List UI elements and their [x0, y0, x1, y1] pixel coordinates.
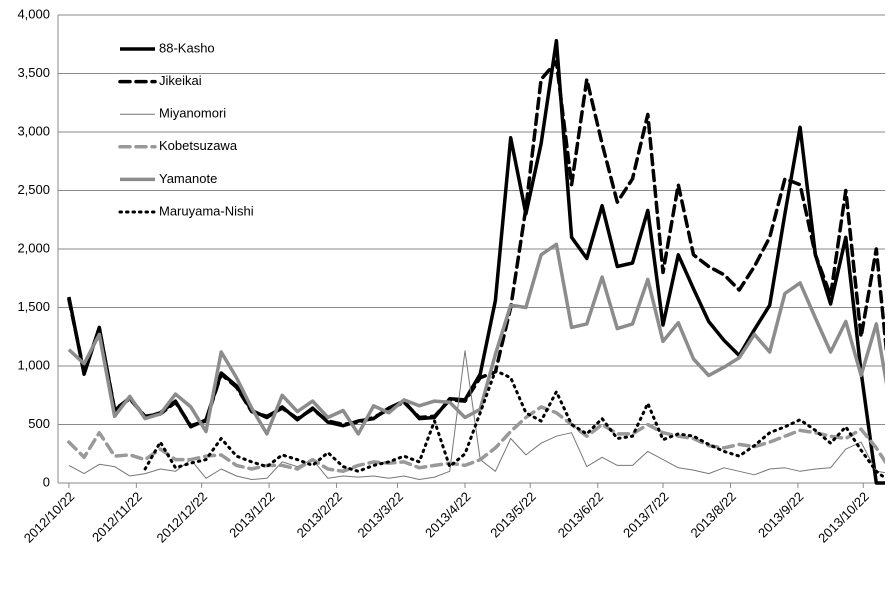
- x-tick-label: 2013/2/22: [294, 489, 346, 541]
- y-tick-label: 1,500: [17, 299, 50, 314]
- x-tick-label: 2013/1/22: [226, 489, 278, 541]
- x-tick-label: 2013/6/22: [555, 489, 607, 541]
- y-tick-label: 500: [28, 416, 50, 431]
- y-tick-label: 2,000: [17, 240, 50, 255]
- legend-label: Miyanomori: [159, 106, 226, 121]
- y-tick-label: 1,000: [17, 357, 50, 372]
- legend-label: Kobetsuzawa: [159, 138, 238, 153]
- y-tick-label: 2,500: [17, 182, 50, 197]
- legend-label: Maruyama-Nishi: [159, 203, 254, 218]
- x-tick-label: 2013/7/22: [620, 489, 672, 541]
- x-tick-label: 2013/9/22: [755, 489, 807, 541]
- x-tick-label: 2012/11/22: [89, 489, 145, 545]
- x-tick-label: 2012/10/22: [21, 489, 78, 546]
- series-line: [67, 60, 885, 428]
- x-tick-label: 2013/4/22: [422, 489, 474, 541]
- legend-label: 88-Kasho: [159, 40, 215, 55]
- x-tick-label: 2013/3/22: [355, 489, 407, 541]
- x-tick-label: 2013/10/22: [815, 489, 872, 546]
- y-tick-label: 3,000: [17, 123, 50, 138]
- y-tick-label: 3,500: [17, 65, 50, 80]
- series-line: [67, 242, 885, 436]
- legend-label: Yamanote: [159, 171, 217, 186]
- y-tick-label: 0: [43, 474, 50, 489]
- y-tick-label: 4,000: [17, 6, 50, 21]
- legend-label: Jikeikai: [159, 73, 202, 88]
- series-line: [143, 369, 885, 480]
- x-tick-label: 2013/8/22: [688, 489, 740, 541]
- plot-lines: [67, 38, 885, 485]
- x-tick-label: 2013/5/22: [487, 489, 539, 541]
- x-tick-label: 2012/12/22: [154, 489, 211, 546]
